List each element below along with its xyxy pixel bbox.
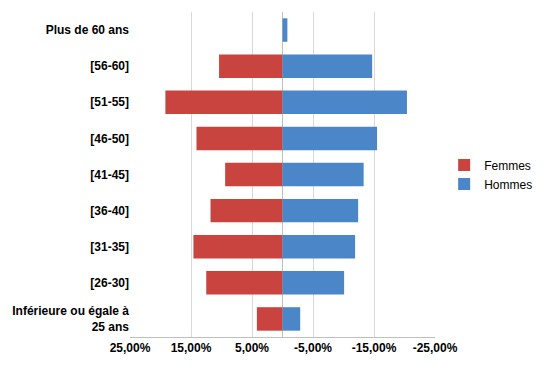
svg-text:[36-40]: [36-40] [90, 204, 129, 218]
svg-text:5,00%: 5,00% [235, 341, 269, 355]
svg-text:[46-50]: [46-50] [90, 132, 129, 146]
svg-text:-25,00%: -25,00% [413, 341, 458, 355]
svg-text:Inférieure ou égale à25 ans: Inférieure ou égale à25 ans [12, 304, 129, 334]
svg-text:25,00%: 25,00% [110, 341, 151, 355]
svg-text:[31-35]: [31-35] [90, 240, 129, 254]
svg-text:-15,00%: -15,00% [352, 341, 397, 355]
svg-text:Hommes: Hommes [484, 178, 532, 192]
svg-text:[41-45]: [41-45] [90, 168, 129, 182]
svg-text:[56-60]: [56-60] [90, 59, 129, 73]
svg-text:15,00%: 15,00% [171, 341, 212, 355]
svg-text:[51-55]: [51-55] [90, 95, 129, 109]
svg-text:Femmes: Femmes [484, 159, 531, 173]
svg-text:Plus de 60 ans: Plus de 60 ans [46, 23, 130, 37]
svg-text:-5,00%: -5,00% [294, 341, 332, 355]
svg-text:[26-30]: [26-30] [90, 276, 129, 290]
